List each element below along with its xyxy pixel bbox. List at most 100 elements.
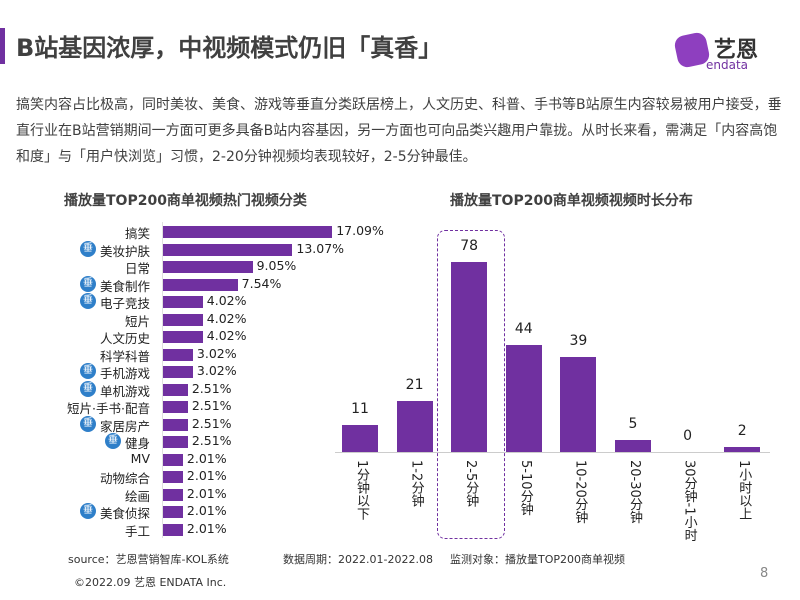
bar-row: 短片·手书·配音 2.51% <box>0 398 400 416</box>
bar-row: 手工 2.01% <box>0 520 400 539</box>
left-axis <box>162 222 163 538</box>
category-label: 1分钟以下 <box>354 460 369 521</box>
value-label: 11 <box>351 401 369 418</box>
page-number: 8 <box>760 566 769 581</box>
category-label: 搞笑 <box>124 226 150 241</box>
copyright: ©2022.09 艺恩 ENDATA Inc. <box>74 576 227 589</box>
category-label: 手工 <box>124 523 150 539</box>
category-label: 美食制作 <box>99 278 150 294</box>
bar <box>163 348 193 361</box>
category-label: 日常 <box>124 261 150 276</box>
value-label: 2.01% <box>186 503 227 518</box>
vertical-badge-icon: 垂 <box>80 380 96 397</box>
value-label: 0 <box>683 428 693 444</box>
category-label: 人文历史 <box>99 331 150 346</box>
title-accent-bar <box>0 28 5 64</box>
bar-row: 短片 4.02% <box>0 310 400 329</box>
category-label: 10-20分钟 <box>572 460 588 524</box>
bar-row: 搞笑 17.09% <box>0 223 400 241</box>
object-note: 监测对象：播放量TOP200商单视频 <box>450 553 626 566</box>
category-label: 短片·手书·配音 <box>67 401 150 416</box>
category-label: MV <box>130 450 150 466</box>
bar-row: 绘画 2.01% <box>0 485 400 504</box>
category-label: 科学科普 <box>99 348 150 364</box>
category-label: 绘画 <box>124 488 150 504</box>
bar-row: 日常 9.05% <box>0 258 400 276</box>
value-label: 2 <box>737 423 747 440</box>
summary-paragraph: 搞笑内容占比极高，同时美妆、美食、游戏等垂直分类跃居榜上，人文历史、科普、手书等… <box>16 97 782 165</box>
bar <box>560 357 597 452</box>
category-label: 短片 <box>124 313 150 329</box>
value-label: 3.02% <box>196 363 237 378</box>
logo-cn: 艺恩 <box>714 38 759 63</box>
bar <box>163 453 183 466</box>
bar-row: 单机游戏 2.51% 垂 <box>0 380 400 399</box>
value-label: 5 <box>628 415 638 432</box>
category-label: 单机游戏 <box>99 383 150 399</box>
value-label: 3.02% <box>196 345 237 361</box>
logo-en: endata <box>706 58 749 72</box>
category-label: 美食侦探 <box>99 506 150 521</box>
bar <box>163 436 188 448</box>
bar <box>163 331 203 343</box>
bar <box>163 488 183 501</box>
bar <box>163 226 333 238</box>
vertical-badge-icon: 垂 <box>80 415 96 432</box>
value-label: 17.09% <box>336 223 384 238</box>
value-label: 2.01% <box>186 450 227 466</box>
source-note: source：艺恩营销智库-KOL系统 <box>68 553 229 566</box>
bar-row: 人文历史 4.02% <box>0 328 400 346</box>
vertical-badge-icon: 垂 <box>80 275 96 292</box>
period-note: 数据周期：2022.01-2022.08 <box>283 553 433 566</box>
category-label: 电子竞技 <box>99 296 150 311</box>
highlight-box <box>437 230 505 539</box>
bar <box>163 523 183 536</box>
bar-row: 科学科普 3.02% <box>0 345 400 364</box>
value-label: 4.02% <box>206 310 247 326</box>
bar <box>163 261 253 273</box>
value-label: 44 <box>514 320 533 337</box>
bar <box>163 506 183 518</box>
bar-row: 美食制作 7.54% 垂 <box>0 275 400 294</box>
category-label: 手机游戏 <box>99 366 150 381</box>
bar <box>163 296 203 308</box>
category-label: 20-30分钟 <box>627 460 642 524</box>
bar <box>163 471 183 483</box>
bar-row: 健身 2.51% 垂 <box>0 433 400 451</box>
bar-row: 手机游戏 3.02% 垂 <box>0 363 400 381</box>
value-label: 7.54% <box>241 275 282 291</box>
value-label: 2.01% <box>186 485 227 501</box>
vertical-badge-icon: 垂 <box>105 433 121 449</box>
bar <box>396 400 433 452</box>
value-label: 21 <box>405 376 424 393</box>
category-label: 2-5分钟 <box>463 460 479 508</box>
category-label: 家居房产 <box>99 418 150 434</box>
bar <box>342 425 378 452</box>
right-axis <box>335 452 770 453</box>
bar <box>724 447 761 452</box>
value-label: 4.02% <box>206 328 247 343</box>
value-label: 78 <box>460 238 479 254</box>
bar-row: 家居房产 2.51% 垂 <box>0 415 400 434</box>
page-title: B站基因浓厚，中视频模式仍旧「真香」 <box>16 34 443 62</box>
bar <box>163 418 188 431</box>
bar <box>615 439 651 452</box>
vertical-badge-icon: 垂 <box>80 293 96 309</box>
bar-row: MV 2.01% <box>0 451 400 468</box>
bar <box>163 366 193 378</box>
value-label: 9.05% <box>256 258 297 273</box>
category-label: 动物综合 <box>99 471 150 486</box>
vertical-badge-icon: 垂 <box>80 240 96 257</box>
value-label: 13.07% <box>296 240 345 256</box>
bar <box>163 313 203 326</box>
vertical-badge-icon: 垂 <box>80 363 96 379</box>
bar <box>163 243 293 256</box>
bar-row: 美妆护肤 13.07% 垂 <box>0 240 400 259</box>
bar <box>163 401 188 413</box>
value-label: 39 <box>569 333 588 349</box>
value-label: 2.01% <box>186 520 227 536</box>
category-label: 1小时以上 <box>736 460 752 521</box>
value-label: 2.51% <box>191 398 232 413</box>
bar-row: 动物综合 2.01% <box>0 468 400 486</box>
bar-row: 美食侦探 2.01% 垂 <box>0 503 400 521</box>
